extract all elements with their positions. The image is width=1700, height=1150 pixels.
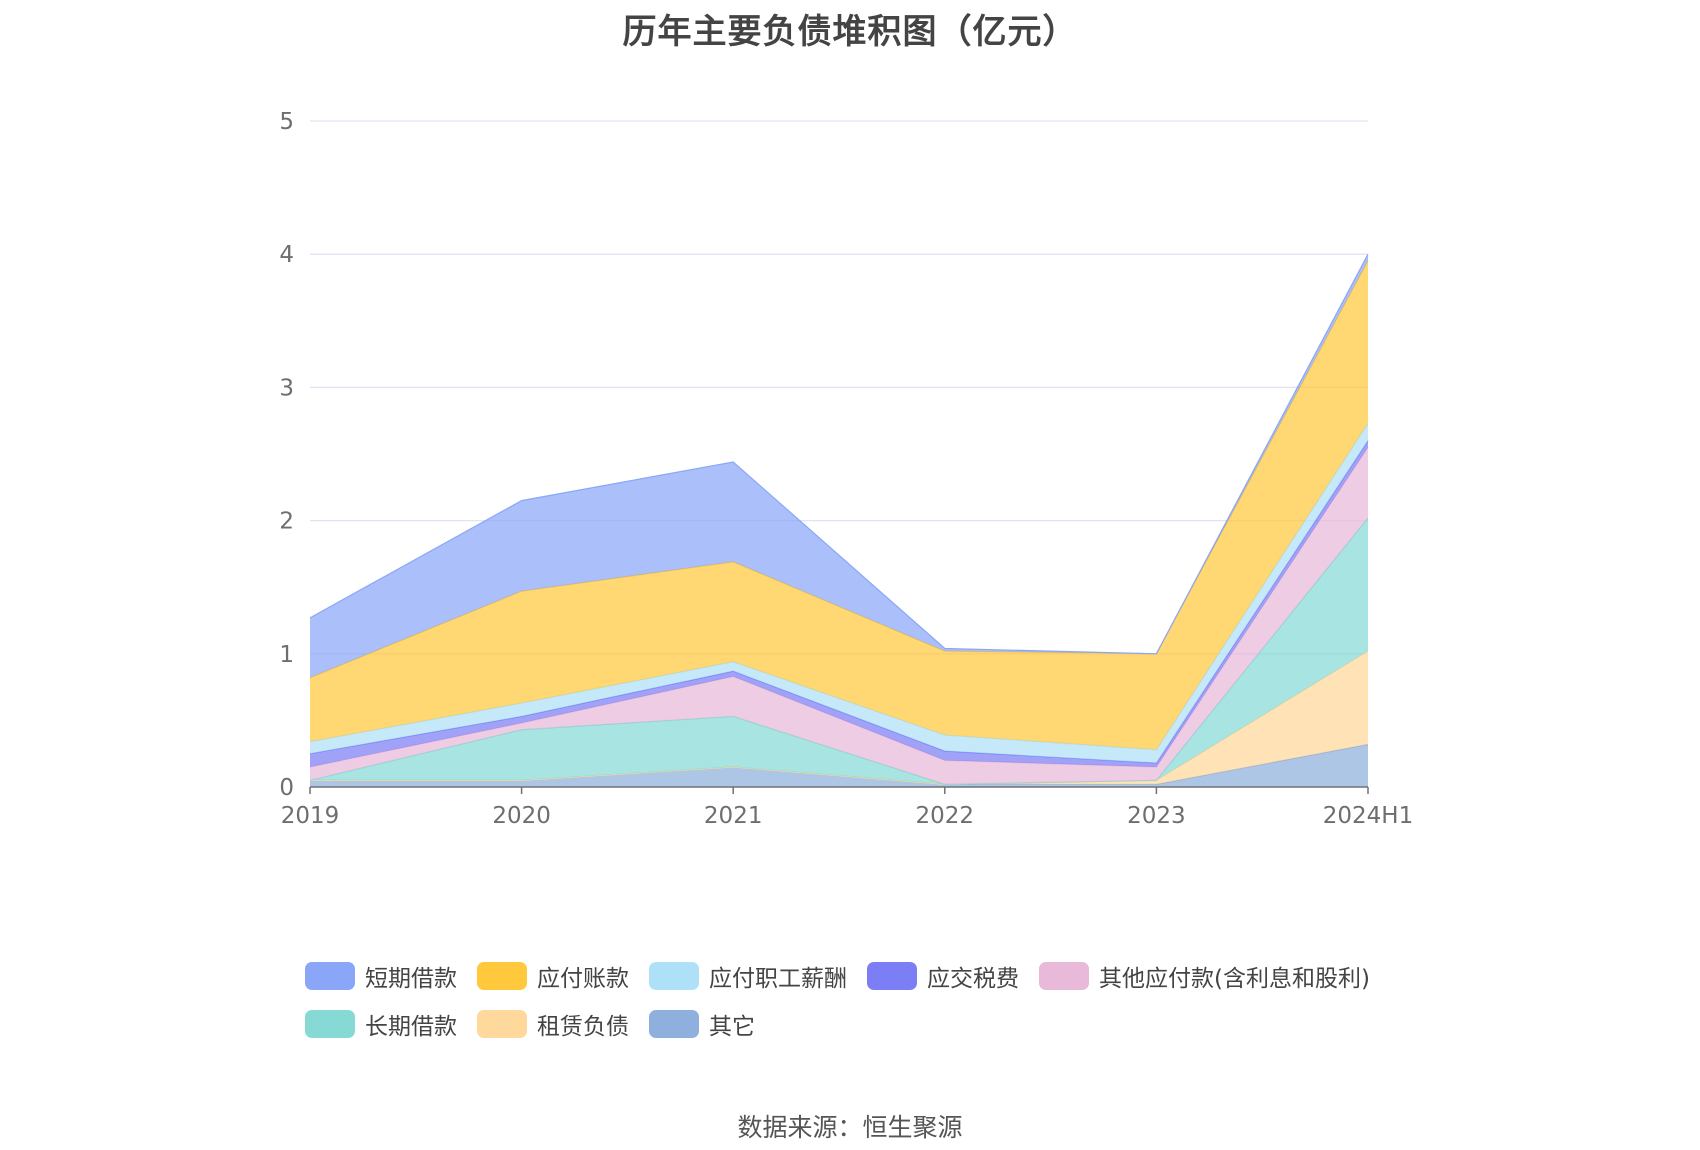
legend-label: 应付账款 <box>537 966 629 992</box>
x-tick-label: 2023 <box>1127 803 1186 829</box>
legend-item-other[interactable]: 其它 <box>649 1007 755 1041</box>
area-series-line <box>309 253 1369 655</box>
y-tick-label: 3 <box>279 375 294 401</box>
y-tick-label: 1 <box>279 642 294 668</box>
legend-swatch <box>477 962 527 990</box>
legend-swatch <box>477 1010 527 1038</box>
legend-item-short-term-borrowing[interactable]: 短期借款 <box>305 959 457 993</box>
legend-row-2: 长期借款 租赁负债 其它 <box>305 1000 1435 1048</box>
x-tick-label: 2022 <box>916 803 975 829</box>
source-note: 数据来源：恒生聚源 <box>737 1113 963 1142</box>
area-series <box>310 254 1368 678</box>
area-series <box>310 517 1368 785</box>
x-tick-label: 2024H1 <box>1323 803 1413 829</box>
legend-swatch <box>305 1010 355 1038</box>
area-series <box>310 260 1368 750</box>
legend-label: 租赁负债 <box>537 1014 629 1040</box>
legend-item-long-term-borrowing[interactable]: 长期借款 <box>305 1007 457 1041</box>
legend-item-taxes-payable[interactable]: 应交税费 <box>867 959 1019 993</box>
legend-swatch <box>305 962 355 990</box>
chart-title: 历年主要负债堆积图（亿元） <box>622 12 1078 52</box>
legend-label: 长期借款 <box>365 1014 457 1040</box>
legend-label: 短期借款 <box>365 966 457 992</box>
legend-label: 应付职工薪酬 <box>709 966 847 992</box>
legend-label: 其它 <box>709 1014 755 1040</box>
legend-item-accounts-payable[interactable]: 应付账款 <box>477 959 629 993</box>
legend-item-lease-liabilities[interactable]: 租赁负债 <box>477 1007 629 1041</box>
legend-item-other-payables[interactable]: 其他应付款(含利息和股利) <box>1039 959 1370 993</box>
axes: 0 1 2 3 4 5 2019 2020 2021 2022 2023 2024H1 <box>279 109 1413 829</box>
area-series <box>310 447 1368 785</box>
legend-label: 其他应付款(含利息和股利) <box>1099 966 1370 992</box>
legend-swatch <box>649 962 699 990</box>
x-tick-label: 2020 <box>492 803 551 829</box>
legend-swatch <box>1039 962 1089 990</box>
y-tick-label: 2 <box>279 509 294 535</box>
legend-swatch <box>867 962 917 990</box>
legend-label: 应交税费 <box>927 966 1019 992</box>
legend-item-payroll-payable[interactable]: 应付职工薪酬 <box>649 959 847 993</box>
y-tick-label: 0 <box>279 775 294 801</box>
x-tick-label: 2019 <box>281 803 340 829</box>
legend: 短期借款 应付账款 应付职工薪酬 应交税费 其他应付款(含利息和股利) 长期借款… <box>305 952 1435 1048</box>
legend-swatch <box>649 1010 699 1038</box>
x-tick-label: 2021 <box>704 803 763 829</box>
y-tick-label: 4 <box>279 242 294 268</box>
area-series <box>310 744 1368 787</box>
stacked-areas <box>309 253 1369 787</box>
y-tick-label: 5 <box>279 109 294 135</box>
area-series <box>310 423 1368 764</box>
legend-row-1: 短期借款 应付账款 应付职工薪酬 应交税费 其他应付款(含利息和股利) <box>305 952 1435 1000</box>
